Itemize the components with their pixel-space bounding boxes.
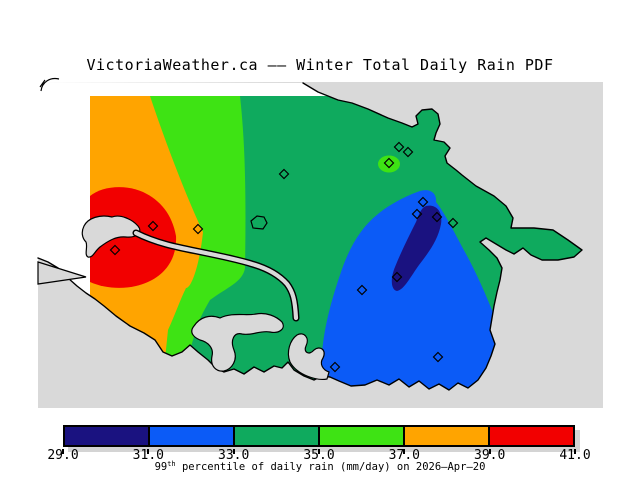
colorbar-caption: 99th percentile of daily rain (mm/day) o… bbox=[0, 460, 640, 473]
colorbar-segment bbox=[148, 427, 233, 445]
victoria-harbour bbox=[287, 333, 330, 380]
station-diamond-marker bbox=[147, 220, 159, 232]
local-band-35-37-patch bbox=[378, 155, 400, 173]
station-diamond-marker bbox=[329, 361, 341, 373]
band-29-31 bbox=[391, 205, 442, 291]
station-diamond-marker bbox=[447, 217, 459, 229]
coastline bbox=[37, 82, 583, 391]
harbour-inlet bbox=[81, 215, 141, 258]
plot-title: VictoriaWeather.ca —— Winter Total Daily… bbox=[86, 56, 554, 74]
station-diamond-marker bbox=[411, 208, 423, 220]
band-39-41 bbox=[90, 187, 177, 288]
station-diamond-marker bbox=[383, 157, 395, 169]
colorbar-segment bbox=[488, 427, 573, 445]
lake-outline bbox=[250, 215, 268, 230]
esquimalt-bay bbox=[191, 312, 284, 372]
colorbar-segment bbox=[318, 427, 403, 445]
caption-superscript: th bbox=[167, 460, 176, 468]
caption-prefix: 99 bbox=[154, 461, 168, 473]
caption-rest: percentile of daily rain (mm/day) on 202… bbox=[175, 461, 486, 473]
colorbar-segment bbox=[233, 427, 318, 445]
colorbar bbox=[63, 425, 575, 447]
station-diamond-marker bbox=[402, 146, 414, 158]
colorbar-segment bbox=[65, 427, 148, 445]
coast-fragment-arc bbox=[39, 77, 60, 92]
station-markers bbox=[109, 141, 459, 373]
station-diamond-marker bbox=[192, 223, 204, 235]
station-diamond-marker bbox=[356, 284, 368, 296]
station-diamond-marker bbox=[278, 168, 290, 180]
station-diamond-marker bbox=[391, 271, 403, 283]
station-diamond-marker bbox=[109, 244, 121, 256]
station-diamond-marker bbox=[431, 211, 443, 223]
sooke-inlet bbox=[37, 261, 87, 285]
station-diamond-marker bbox=[393, 141, 405, 153]
station-diamond-marker bbox=[417, 196, 429, 208]
channel-water bbox=[133, 230, 299, 321]
band-31-33 bbox=[318, 190, 497, 390]
station-diamond-marker bbox=[432, 351, 444, 363]
colorbar-segment bbox=[403, 427, 488, 445]
